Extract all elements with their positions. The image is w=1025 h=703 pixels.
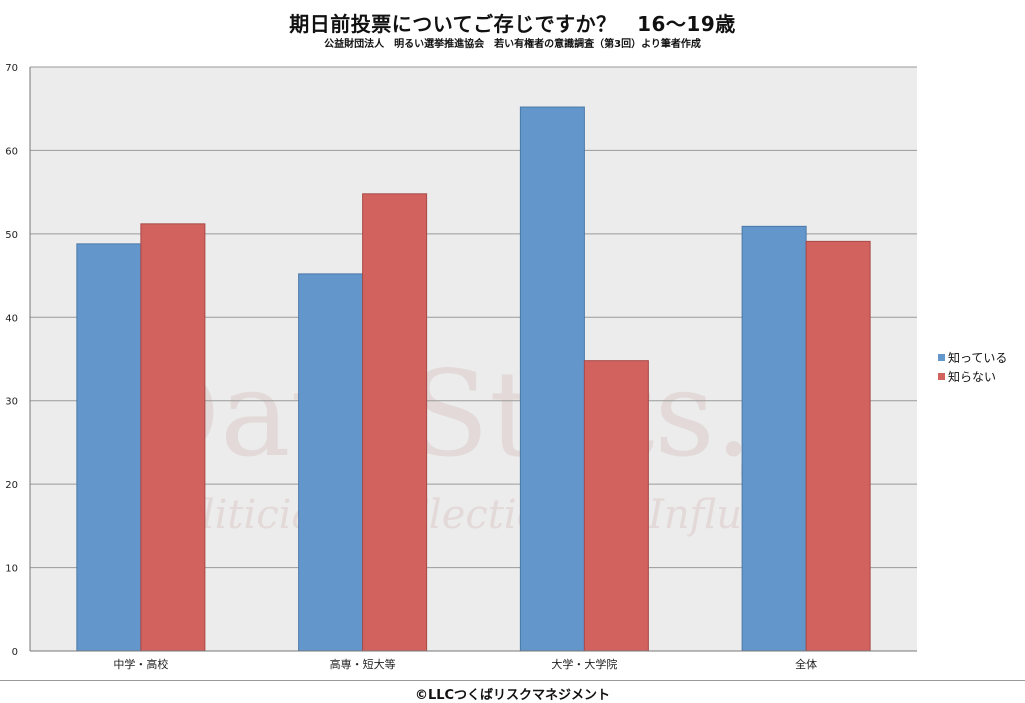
watermark-main: DataStats.jp <box>126 345 865 483</box>
watermark-sub: Politicians , Elections & Influence <box>151 492 837 538</box>
bar-chart: DataStats.jp Politicians , Elections & I… <box>5 63 917 671</box>
x-tick-label: 全体 <box>795 657 817 671</box>
legend-item-unknown: 知らない <box>938 367 1007 386</box>
legend-item-known: 知っている <box>938 348 1007 367</box>
bar-unknown <box>583 360 649 652</box>
x-tick-label: 高専・短大等 <box>330 657 396 671</box>
legend-label-unknown: 知らない <box>948 370 997 384</box>
bar-known <box>741 225 807 652</box>
y-tick-label: 30 <box>5 397 18 408</box>
bars <box>76 106 871 652</box>
chart-title: 期日前投票についてご存じですか？ 16〜19歳 <box>289 12 736 36</box>
bar-unknown <box>805 240 871 652</box>
chart-subtitle: 公益財団法人 明るい選挙推進協会 若い有権者の意識調査（第3回）より筆者作成 <box>324 39 701 50</box>
y-tick-label: 50 <box>5 230 18 241</box>
bar-unknown <box>140 223 206 652</box>
legend-swatch-unknown <box>938 373 945 380</box>
y-tick-label: 0 <box>12 647 18 658</box>
x-tick-label: 大学・大学院 <box>551 657 617 671</box>
bar-unknown <box>362 193 428 652</box>
bar-known <box>76 243 142 652</box>
footer-divider <box>0 680 1025 681</box>
legend-label-known: 知っている <box>948 351 1008 365</box>
y-tick-label: 40 <box>5 313 18 324</box>
y-tick-label: 70 <box>5 63 18 74</box>
footer-credit: ©LLCつくばリスクマネジメント <box>414 688 611 703</box>
x-tick-label: 中学・高校 <box>113 657 168 671</box>
y-tick-label: 60 <box>5 146 18 157</box>
y-tick-label: 20 <box>5 480 18 491</box>
bar-known <box>298 273 364 652</box>
watermark: DataStats.jp Politicians , Elections & I… <box>126 345 865 538</box>
legend: 知っている 知らない <box>938 348 1007 386</box>
bar-known <box>519 106 585 652</box>
legend-swatch-known <box>938 354 945 361</box>
y-tick-label: 10 <box>5 564 18 575</box>
axes: 0 10 20 30 40 50 60 70 中学・高校 高専・短大等 大学・大学院 全体 <box>5 63 917 671</box>
